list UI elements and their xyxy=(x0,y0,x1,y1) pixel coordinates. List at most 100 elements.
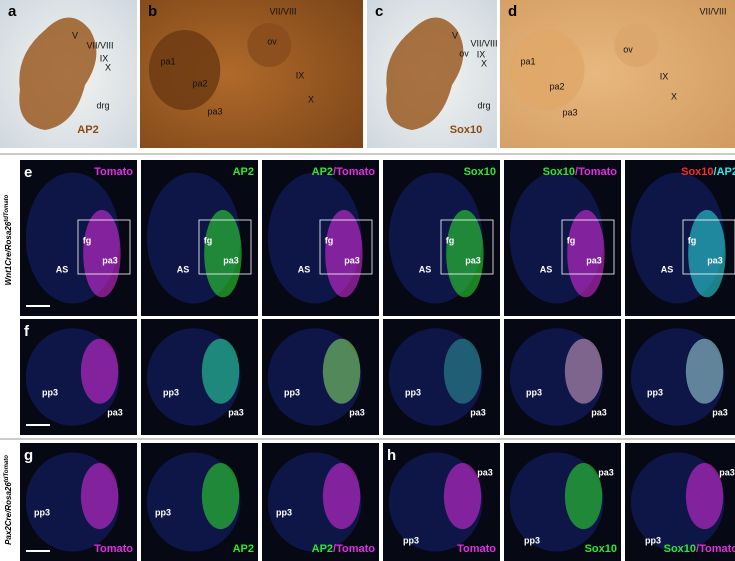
structure-label: pa3 xyxy=(477,467,493,477)
structure-label: pa3 xyxy=(562,107,577,117)
stain-part: Tomato xyxy=(94,166,133,178)
structure-label: pa3 xyxy=(223,255,239,265)
structure-label: IX xyxy=(100,53,109,63)
superscript: tdTomato xyxy=(4,455,10,482)
stain-label: AP2 xyxy=(233,166,254,178)
panel-letter: e xyxy=(24,164,32,181)
structure-label: pp3 xyxy=(276,507,292,517)
structure-label: pp3 xyxy=(526,387,542,397)
structure-label: fg xyxy=(688,235,697,245)
structure-label: fg xyxy=(567,235,576,245)
inset-box xyxy=(198,219,252,275)
panel-letter: a xyxy=(8,3,17,20)
stain-part: /AP2 xyxy=(714,166,735,178)
tissue xyxy=(247,23,292,67)
row-label: Wnt1Cre/Rosa26tdTomato xyxy=(4,194,14,285)
stain-label: Sox10/Tomato xyxy=(664,543,735,555)
stain-part: /Tomato xyxy=(333,543,375,555)
genotype: Wnt1Cre/Rosa26 xyxy=(4,221,13,285)
embryo xyxy=(386,17,464,130)
stain-label: Sox10/AP2 xyxy=(681,166,735,178)
structure-label: pa3 xyxy=(707,255,723,265)
structure-label: ov xyxy=(267,36,277,46)
stain-label: AP2/Tomato xyxy=(312,166,376,178)
stain-part: AP2 xyxy=(233,543,254,555)
structure-label: pa3 xyxy=(591,407,607,417)
signal xyxy=(564,338,603,404)
structure-label: IX xyxy=(660,71,669,81)
structure-label: pa3 xyxy=(207,106,222,116)
genotype: Pax2Cre/Rosa26 xyxy=(4,482,13,545)
structure-label: AS xyxy=(298,264,311,274)
stain-part: Sox10 xyxy=(464,166,496,178)
structure-label: pa3 xyxy=(349,407,365,417)
stain-part: /Tomato xyxy=(333,166,375,178)
structure-label: pa3 xyxy=(344,255,360,265)
structure-label: pa3 xyxy=(470,407,486,417)
inset-box xyxy=(682,219,735,275)
structure-label: IX xyxy=(477,49,486,59)
structure-label: AS xyxy=(419,264,432,274)
structure-label: ov xyxy=(459,48,469,58)
signal xyxy=(443,338,482,404)
structure-label: AS xyxy=(56,264,69,274)
stain-part: Tomato xyxy=(457,543,496,555)
stain-label: Tomato xyxy=(94,166,133,178)
signal xyxy=(83,209,121,298)
stain-part: Sox10 xyxy=(681,166,713,178)
signal xyxy=(201,463,240,530)
stain-part: Sox10 xyxy=(543,166,575,178)
structure-label: pa3 xyxy=(719,467,735,477)
structure-label: pa3 xyxy=(712,407,728,417)
structure-label: pa3 xyxy=(102,255,118,265)
stain-label: Sox10 xyxy=(585,543,617,555)
signal xyxy=(443,463,482,530)
row-label: Pax2Cre/Rosa26tdTomato xyxy=(4,455,14,545)
structure-label: pp3 xyxy=(42,387,58,397)
stain-part: Sox10 xyxy=(664,543,696,555)
fluorescence-grid: Wnt1Cre/Rosa26tdTomatoPax2Cre/Rosa26tdTo… xyxy=(0,153,735,561)
stain-label: Sox10/Tomato xyxy=(543,166,618,178)
signal xyxy=(446,209,484,298)
structure-label: pp3 xyxy=(403,535,419,545)
structure-label: X xyxy=(308,94,314,104)
structure-label: fg xyxy=(325,235,334,245)
signal xyxy=(685,463,724,530)
stain-part: Tomato xyxy=(94,543,133,555)
stain-part: Sox10 xyxy=(585,543,617,555)
structure-label: X xyxy=(481,58,487,68)
signal xyxy=(564,463,603,530)
stain-label: Tomato xyxy=(457,543,496,555)
stain-part: /Tomato xyxy=(696,543,735,555)
stain-label: Tomato xyxy=(94,543,133,555)
structure-label: VII/VIII xyxy=(269,6,296,16)
structure-label: pa2 xyxy=(192,78,207,88)
structure-label: V xyxy=(72,30,78,40)
panel-letter: g xyxy=(24,447,33,464)
stain-label: Sox10 xyxy=(450,124,482,136)
structure-label: AS xyxy=(540,264,553,274)
structure-label: AS xyxy=(661,264,674,274)
signal xyxy=(325,209,363,298)
panel-letter: h xyxy=(387,447,396,464)
signal xyxy=(80,463,119,530)
stain-part: AP2 xyxy=(312,543,333,555)
superscript: tdTomato xyxy=(4,194,10,221)
structure-label: fg xyxy=(83,235,92,245)
structure-label: VII/VIII xyxy=(699,6,726,16)
structure-label: pp3 xyxy=(645,535,661,545)
structure-label: pp3 xyxy=(647,387,663,397)
structure-label: pp3 xyxy=(163,387,179,397)
panel-letter: b xyxy=(148,3,157,20)
signal xyxy=(688,209,726,298)
stain-part: AP2 xyxy=(312,166,333,178)
signal xyxy=(322,463,361,530)
tissue xyxy=(614,23,659,67)
structure-label: fg xyxy=(204,235,213,245)
structure-label: drg xyxy=(477,100,490,110)
structure-label: fg xyxy=(446,235,455,245)
inset-box xyxy=(319,219,373,275)
structure-label: pp3 xyxy=(155,507,171,517)
